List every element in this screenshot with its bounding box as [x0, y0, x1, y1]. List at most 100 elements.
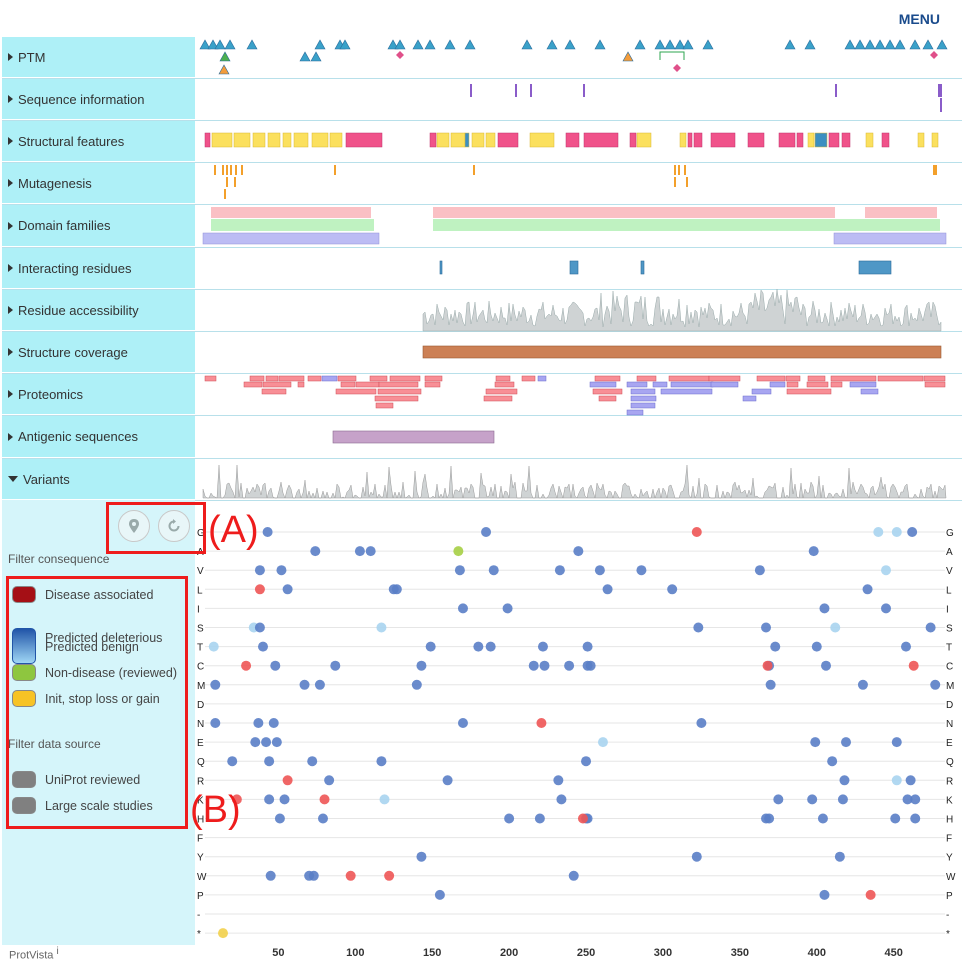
menu-button[interactable]: MENU — [898, 11, 940, 27]
variant-point — [770, 641, 781, 652]
structural-feature — [311, 132, 329, 148]
proteomics-peptide — [378, 381, 419, 388]
mutagenesis-mark — [674, 165, 676, 175]
variant-point — [693, 622, 704, 633]
variant-point — [253, 718, 264, 728]
variant-point — [817, 813, 828, 824]
variant-point — [585, 660, 596, 671]
track-row: Residue accessibility — [2, 290, 962, 332]
domain-interpro — [211, 219, 374, 231]
variant-point — [881, 603, 892, 614]
variant-point — [324, 775, 335, 786]
filter-item[interactable]: Predicted benign — [12, 638, 139, 655]
variant-point — [582, 641, 593, 652]
aa-label-right: C — [946, 662, 953, 673]
proteomics-peptide — [249, 375, 265, 382]
proteomics-peptide — [340, 381, 356, 388]
variant-point — [834, 851, 845, 862]
proteomics-peptide — [483, 395, 513, 402]
variant-point — [857, 679, 868, 690]
variant-point — [345, 870, 356, 881]
protvista-logo: ProtVista — [9, 949, 54, 962]
ptm-mark — [199, 39, 211, 50]
variant-point — [827, 756, 838, 767]
interacting-residue — [439, 260, 443, 275]
track-toggle[interactable]: Structural features — [2, 121, 195, 162]
reset-icon[interactable] — [158, 510, 190, 542]
ptm-mark — [219, 51, 231, 62]
filter-item[interactable]: Non-disease (reviewed) — [12, 664, 177, 681]
track-toggle[interactable]: PTM — [2, 37, 195, 78]
variant-point — [265, 870, 276, 881]
ptm-mark — [864, 39, 876, 50]
filter-item[interactable]: Predicted deleterious — [12, 612, 162, 664]
x-tick-label: 150 — [423, 947, 441, 959]
mutagenesis-mark — [230, 165, 232, 175]
track-label: PTM — [18, 49, 46, 65]
proteomics-peptide — [751, 388, 772, 395]
interacting-residue — [640, 260, 645, 275]
structural-feature — [807, 132, 815, 148]
track-toggle[interactable]: Antigenic sequences — [2, 416, 195, 458]
x-tick-label: 200 — [500, 947, 518, 959]
structural-feature — [778, 132, 796, 148]
variant-point — [276, 565, 287, 576]
filter-label: Disease associated — [45, 587, 154, 602]
track-row: Structure coverage — [2, 332, 962, 374]
ptm-mark — [424, 39, 436, 50]
filter-item[interactable]: Init, stop loss or gain — [12, 690, 160, 707]
variant-point — [271, 737, 282, 748]
track-toggle[interactable]: Variants — [2, 459, 195, 500]
x-tick-label: 350 — [731, 947, 749, 959]
variant-point — [891, 737, 902, 748]
proteomics-peptide — [652, 381, 668, 388]
ptm-mark — [394, 39, 406, 50]
proteomics-peptide — [807, 375, 826, 382]
info-icon[interactable]: i — [56, 946, 59, 957]
aa-label-right: T — [946, 643, 952, 654]
variant-point — [881, 565, 892, 576]
filter-item[interactable]: UniProt reviewed — [12, 771, 140, 788]
mutagenesis-mark — [935, 165, 937, 175]
mutagenesis-mark — [684, 165, 686, 175]
mutagenesis-mark — [674, 177, 676, 187]
variant-point — [691, 851, 702, 862]
map-marker-icon[interactable] — [118, 510, 150, 542]
structural-feature — [828, 132, 840, 148]
filter-item[interactable]: Large scale studies — [12, 797, 153, 814]
filter-item[interactable]: Disease associated — [12, 586, 153, 603]
variant-point — [554, 565, 565, 576]
track-toggle[interactable]: Domain families — [2, 205, 195, 247]
track-toggle[interactable]: Mutagenesis — [2, 163, 195, 204]
variant-point — [901, 641, 912, 652]
track-toggle[interactable]: Proteomics — [2, 374, 195, 415]
mutagenesis-mark — [234, 177, 236, 187]
variant-point — [391, 584, 402, 595]
caret-right-icon — [8, 221, 13, 230]
track-toggle[interactable]: Sequence information — [2, 79, 195, 120]
domain-interpro — [433, 219, 835, 231]
aa-label-right: F — [946, 834, 952, 845]
ptm-mark — [299, 51, 311, 62]
filter-consequence-title: Filter consequence — [8, 552, 110, 566]
filter-source-title: Filter data source — [8, 737, 101, 751]
variant-point — [307, 756, 318, 767]
sequence-mark — [583, 84, 585, 97]
filter-swatch — [12, 690, 36, 707]
sequence-mark — [938, 84, 940, 97]
structural-feature — [211, 132, 233, 148]
aa-label-left: G — [197, 528, 205, 539]
track-row: Antigenic sequences — [2, 416, 962, 459]
aa-label-right: N — [946, 719, 953, 730]
footer: ProtVista i — [9, 946, 59, 962]
track-toggle[interactable]: Interacting residues — [2, 248, 195, 289]
ptm-mark — [682, 39, 694, 50]
track-toggle[interactable]: Residue accessibility — [2, 290, 195, 331]
proteomics-peptide — [355, 381, 380, 388]
proteomics-peptide — [335, 388, 377, 395]
interacting-residue — [858, 260, 892, 275]
track-row: Mutagenesis — [2, 163, 962, 205]
ptm-mark — [784, 39, 796, 50]
variant-point — [270, 660, 281, 671]
track-toggle[interactable]: Structure coverage — [2, 332, 195, 373]
